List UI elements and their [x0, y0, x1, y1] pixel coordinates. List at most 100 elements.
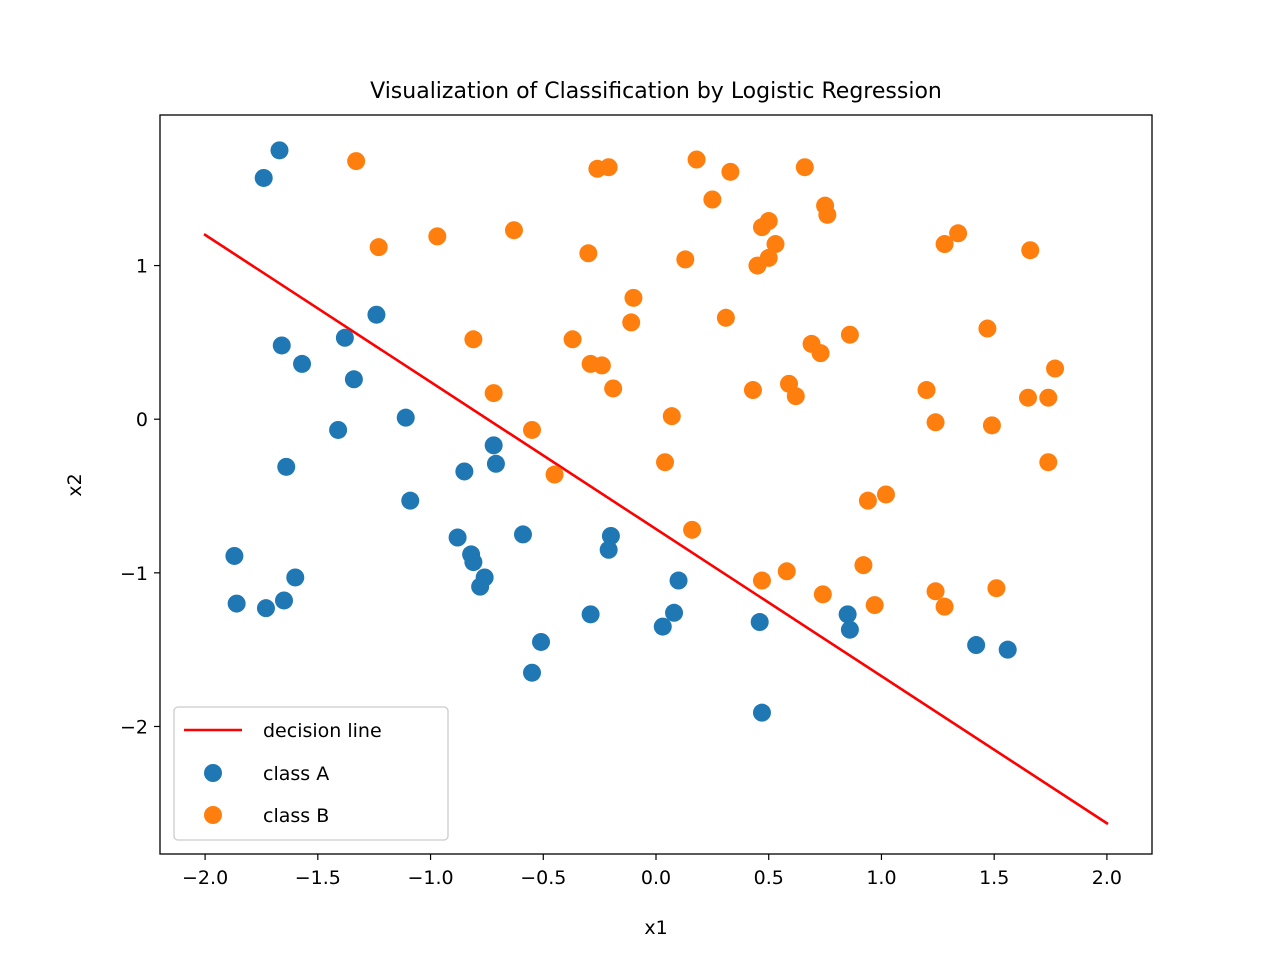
- data-point: [448, 528, 467, 547]
- x-tick-label: 2.0: [1092, 867, 1122, 889]
- data-point: [599, 158, 618, 177]
- data-point: [687, 150, 706, 169]
- data-point: [750, 613, 769, 632]
- data-point: [716, 308, 735, 327]
- data-point: [854, 556, 873, 575]
- data-point: [840, 620, 859, 639]
- data-point: [563, 330, 582, 349]
- data-point: [703, 190, 722, 209]
- data-point: [225, 546, 244, 565]
- data-point: [926, 413, 945, 432]
- data-point: [676, 250, 695, 269]
- data-point: [818, 205, 837, 224]
- data-point: [369, 238, 388, 257]
- data-point: [935, 597, 954, 616]
- data-point: [786, 387, 805, 406]
- data-point: [967, 636, 986, 655]
- data-point: [464, 330, 483, 349]
- y-tick-label: −2: [120, 716, 148, 738]
- y-tick-label: 1: [136, 256, 148, 278]
- data-point: [982, 416, 1001, 435]
- data-point: [795, 158, 814, 177]
- data-point: [335, 328, 354, 347]
- series-class-b: [347, 150, 1065, 616]
- legend-swatch-class-b: [204, 806, 222, 824]
- data-point: [227, 594, 246, 613]
- data-point: [1039, 388, 1058, 407]
- data-point: [1019, 388, 1037, 407]
- series-class-a: [225, 141, 1017, 722]
- data-point: [669, 571, 688, 590]
- data-point: [622, 313, 641, 332]
- data-point: [545, 465, 564, 484]
- data-point: [656, 453, 675, 472]
- data-point: [401, 491, 420, 510]
- y-tick-label: 0: [136, 409, 148, 431]
- data-point: [579, 244, 598, 263]
- data-point: [272, 336, 291, 355]
- x-tick-label: 1.5: [979, 867, 1009, 889]
- plot-area: [203, 141, 1109, 826]
- data-point: [1021, 241, 1040, 260]
- data-point: [428, 227, 447, 246]
- data-point: [840, 325, 859, 344]
- data-point: [917, 381, 936, 400]
- data-point: [987, 579, 1006, 598]
- legend-box: [173, 706, 449, 841]
- data-point: [367, 305, 386, 324]
- data-point: [811, 344, 830, 363]
- data-point: [624, 288, 643, 307]
- x-axis: −2.0 −1.5 −1.0 −0.5 0.0 0.5 1.0 1.5 2.0: [182, 854, 1122, 889]
- data-point: [344, 370, 363, 389]
- chart-title: Visualization of Classification by Logis…: [370, 79, 942, 104]
- data-point: [743, 381, 762, 400]
- data-point: [752, 571, 771, 590]
- data-point: [1046, 359, 1065, 378]
- data-point: [471, 577, 490, 596]
- data-point: [748, 256, 767, 275]
- data-point: [455, 462, 474, 481]
- data-point: [484, 384, 503, 403]
- legend: decision line class A class B: [173, 706, 449, 841]
- data-point: [275, 591, 293, 610]
- data-point: [876, 485, 895, 504]
- data-point: [347, 152, 366, 171]
- data-point: [532, 632, 551, 651]
- data-point: [998, 640, 1017, 659]
- data-point: [504, 221, 523, 240]
- legend-label-decision-line: decision line: [263, 720, 382, 742]
- legend-swatch-class-a: [204, 764, 222, 782]
- legend-label-class-b: class B: [263, 805, 329, 827]
- x-tick-label: −2.0: [182, 867, 228, 889]
- x-tick-label: 0.5: [754, 867, 784, 889]
- data-point: [286, 568, 305, 587]
- data-point: [329, 420, 348, 439]
- data-point: [683, 520, 702, 539]
- data-point: [935, 235, 954, 254]
- x-tick-label: −0.5: [520, 867, 566, 889]
- data-point: [865, 596, 884, 615]
- data-point: [752, 703, 771, 722]
- data-point: [653, 617, 672, 636]
- x-tick-label: 0.0: [641, 867, 671, 889]
- data-point: [813, 585, 832, 604]
- y-axis-label: x2: [64, 473, 86, 496]
- data-point: [277, 457, 296, 476]
- data-point: [601, 526, 620, 545]
- data-point: [592, 356, 611, 375]
- data-point: [662, 407, 681, 426]
- data-point: [581, 605, 600, 624]
- data-point: [523, 663, 541, 682]
- data-point: [838, 605, 857, 624]
- data-point: [604, 379, 623, 398]
- data-point: [523, 420, 541, 439]
- data-point: [721, 162, 740, 181]
- y-tick-label: −1: [120, 563, 148, 585]
- data-point: [484, 436, 503, 455]
- data-point: [293, 354, 312, 373]
- data-point: [858, 491, 877, 510]
- y-axis: −2 −1 0 1: [120, 256, 160, 738]
- data-point: [766, 235, 785, 254]
- data-point: [464, 553, 483, 572]
